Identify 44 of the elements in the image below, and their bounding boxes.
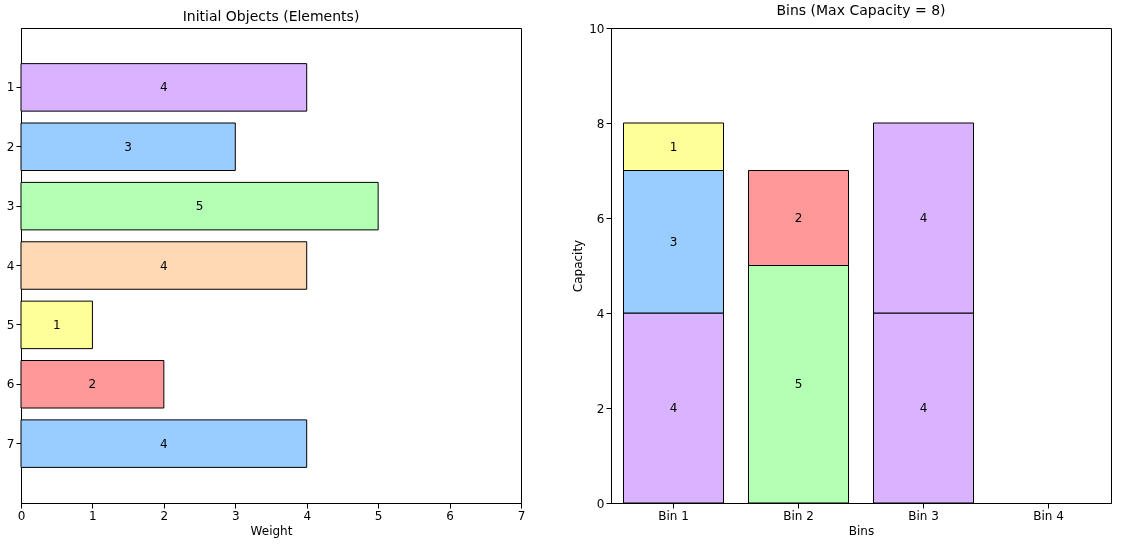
y-tick-label: 3: [6, 199, 15, 214]
data-label: 5: [195, 199, 204, 214]
y-tick-label: 6: [596, 211, 605, 226]
data-label: 3: [124, 139, 132, 154]
y-tick-label: 8: [596, 116, 605, 131]
y-tick-label: 1: [6, 80, 15, 95]
y-tick-label: 0: [596, 496, 605, 511]
data-label: 1: [52, 317, 61, 332]
x-tick-label: 7: [517, 508, 526, 523]
x-axis-title: Weight: [250, 523, 293, 538]
data-label: 4: [160, 80, 168, 95]
y-tick-label: 7: [6, 436, 15, 451]
x-tick-label: Bin 3: [908, 508, 939, 523]
y-tick-label: 6: [6, 377, 15, 392]
data-label: 2: [794, 211, 803, 225]
data-label: 2: [88, 377, 97, 392]
y-tick-label: 2: [596, 401, 605, 416]
data-label: 4: [160, 436, 168, 451]
y-tick-label: 4: [596, 306, 605, 321]
y-tick-label: 4: [6, 258, 15, 273]
x-tick-label: 6: [446, 508, 454, 523]
chart-title: Bins (Max Capacity = 8): [776, 2, 946, 18]
x-tick-label: 0: [17, 508, 26, 523]
x-tick-label: Bin 1: [658, 508, 689, 523]
x-tick-label: 4: [303, 508, 312, 523]
data-label: 3: [669, 234, 678, 249]
x-tick-label: 3: [231, 508, 240, 523]
chart-title: Initial Objects (Elements): [182, 8, 360, 24]
y-tick-label: 10: [589, 21, 605, 36]
x-axis-title: Bins: [848, 523, 875, 538]
x-tick-label: Bin 4: [1033, 508, 1064, 523]
y-axis-title: Capacity: [571, 239, 586, 293]
data-label: 4: [669, 401, 678, 415]
x-tick-label: 5: [374, 508, 383, 523]
data-label: 4: [160, 258, 168, 273]
y-tick-label: 2: [6, 139, 15, 154]
data-label: 4: [919, 211, 928, 225]
x-tick-label: Bin 2: [783, 508, 814, 523]
y-tick-label: 5: [6, 317, 15, 332]
data-label: 4: [919, 401, 928, 415]
x-tick-label: 1: [89, 508, 97, 523]
data-label: 5: [794, 377, 803, 392]
x-tick-label: 2: [160, 508, 169, 523]
data-label: 1: [669, 139, 678, 154]
